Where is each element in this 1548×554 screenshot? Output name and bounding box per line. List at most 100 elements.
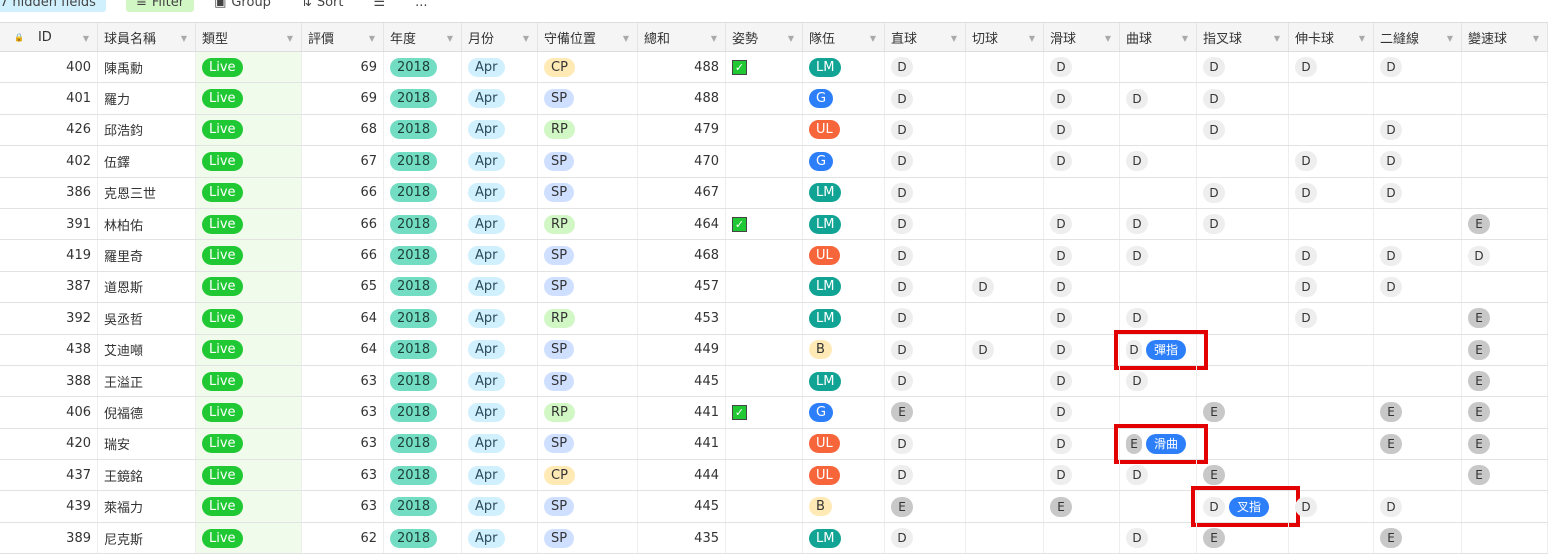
cell[interactable]: D <box>1120 146 1197 177</box>
cell[interactable]: D <box>1120 460 1197 491</box>
cell[interactable] <box>1462 83 1548 114</box>
cell[interactable]: 63 <box>302 460 384 491</box>
cell[interactable]: 488 <box>638 83 726 114</box>
cell[interactable]: Live <box>196 460 302 491</box>
cell[interactable]: D <box>1374 240 1462 271</box>
cell[interactable]: D <box>1044 146 1120 177</box>
cell[interactable] <box>1462 52 1548 83</box>
cell[interactable]: D <box>885 428 966 460</box>
table-row[interactable]: 400 陳禹勳 Live 69 2018 Apr CP 488 ✓ LM D D D D D <box>0 52 1548 84</box>
cell[interactable]: D <box>1289 491 1374 522</box>
chevron-down-icon[interactable]: ▼ <box>1532 34 1539 43</box>
cell[interactable]: D <box>1120 208 1197 240</box>
cell[interactable] <box>726 491 803 522</box>
cell[interactable] <box>1462 491 1548 522</box>
cell[interactable]: 467 <box>638 177 726 208</box>
cell[interactable]: 457 <box>638 271 726 303</box>
cell[interactable]: ✓ <box>726 52 803 83</box>
cell[interactable]: D <box>1289 240 1374 271</box>
cell[interactable]: 2018 <box>384 208 462 240</box>
cell[interactable]: 392 <box>0 303 98 334</box>
chevron-down-icon[interactable]: ▼ <box>286 34 293 43</box>
cell[interactable]: LM <box>803 52 885 83</box>
cell[interactable]: RP <box>538 208 638 240</box>
cell[interactable]: 401 <box>0 83 98 114</box>
cell[interactable]: E 滑曲 <box>1114 423 1208 465</box>
cell[interactable] <box>1197 271 1289 303</box>
table-row[interactable]: 392 吳丞哲 Live 64 2018 Apr RP 453 LM D D D D E <box>0 303 1548 335</box>
cell[interactable]: Live <box>196 114 302 146</box>
cell[interactable] <box>726 114 803 146</box>
table-row[interactable]: 419 羅里奇 Live 66 2018 Apr SP 468 UL D D D D D D <box>0 240 1548 272</box>
cell[interactable]: Live <box>196 365 302 397</box>
cell[interactable]: Apr <box>462 303 538 334</box>
cell[interactable]: UL <box>803 114 885 146</box>
cell[interactable]: 克恩三世 <box>98 177 196 208</box>
cell[interactable]: UL <box>803 428 885 460</box>
cell[interactable]: D <box>885 208 966 240</box>
cell[interactable] <box>1120 52 1197 83</box>
cell[interactable] <box>1197 365 1289 397</box>
checkbox-checked[interactable]: ✓ <box>732 216 747 232</box>
cell[interactable]: LM <box>803 303 885 334</box>
cell[interactable]: 尼克斯 <box>98 522 196 554</box>
cell[interactable]: E <box>1044 491 1120 522</box>
column-header[interactable]: 指叉球 ▼ <box>1197 23 1289 51</box>
cell[interactable] <box>966 83 1044 114</box>
cell[interactable] <box>1462 146 1548 177</box>
sort-button[interactable]: ⇅ Sort <box>291 0 354 12</box>
cell[interactable]: E <box>1462 365 1548 397</box>
cell[interactable] <box>726 177 803 208</box>
cell[interactable] <box>1044 177 1120 208</box>
table-row[interactable]: 386 克恩三世 Live 66 2018 Apr SP 467 LM D D D D <box>0 177 1548 209</box>
cell[interactable] <box>966 491 1044 522</box>
cell[interactable]: 419 <box>0 240 98 271</box>
cell[interactable]: 67 <box>302 146 384 177</box>
cell[interactable]: 488 <box>638 52 726 83</box>
more-button[interactable]: ... <box>405 0 437 12</box>
cell[interactable]: 2018 <box>384 177 462 208</box>
cell[interactable] <box>726 83 803 114</box>
table-row[interactable]: 437 王鏡銘 Live 63 2018 Apr CP 444 UL D D D E E <box>0 460 1548 492</box>
cell[interactable]: 62 <box>302 522 384 554</box>
cell[interactable]: E <box>1197 522 1289 554</box>
cell[interactable]: 69 <box>302 83 384 114</box>
cell[interactable]: Apr <box>462 52 538 83</box>
cell[interactable]: D <box>885 146 966 177</box>
column-header[interactable]: 守備位置 ▼ <box>538 23 638 51</box>
table-row[interactable]: 439 萊福力 Live 63 2018 Apr SP 445 B E E D 叉指 D D <box>0 486 1548 527</box>
cell[interactable]: 426 <box>0 114 98 146</box>
cell[interactable]: 邱浩鈞 <box>98 114 196 146</box>
chevron-down-icon[interactable]: ▼ <box>82 34 89 43</box>
cell[interactable]: Apr <box>462 83 538 114</box>
cell[interactable] <box>1289 83 1374 114</box>
column-header[interactable]: 月份 ▼ <box>462 23 538 51</box>
cell[interactable] <box>726 146 803 177</box>
table-row[interactable]: 426 邱浩鈞 Live 68 2018 Apr RP 479 UL D D D D <box>0 114 1548 147</box>
cell[interactable] <box>1289 208 1374 240</box>
cell[interactable]: 464 <box>638 208 726 240</box>
cell[interactable]: D <box>966 334 1044 365</box>
cell[interactable] <box>966 208 1044 240</box>
cell[interactable]: D <box>885 303 966 334</box>
hidden-fields-button[interactable]: 7 hidden fields <box>0 0 106 12</box>
cell[interactable] <box>726 240 803 271</box>
cell[interactable] <box>726 303 803 334</box>
cell[interactable]: 2018 <box>384 365 462 397</box>
cell[interactable]: Live <box>196 522 302 554</box>
cell[interactable]: ✓ <box>726 397 803 428</box>
column-header[interactable]: 二縫線 ▼ <box>1374 23 1462 51</box>
cell[interactable]: 66 <box>302 177 384 208</box>
cell[interactable]: 2018 <box>384 146 462 177</box>
column-header[interactable]: 切球 ▼ <box>966 23 1044 51</box>
table-row[interactable]: 388 王溢正 Live 63 2018 Apr SP 445 LM D D D E <box>0 365 1548 398</box>
cell[interactable] <box>966 146 1044 177</box>
group-button[interactable]: ▣ Group <box>204 0 281 12</box>
cell[interactable]: SP <box>538 365 638 397</box>
cell[interactable]: D <box>885 522 966 554</box>
cell[interactable]: 420 <box>0 428 98 460</box>
cell[interactable]: D <box>885 83 966 114</box>
cell[interactable]: 449 <box>638 334 726 365</box>
cell[interactable]: Live <box>196 146 302 177</box>
chevron-down-icon[interactable]: ▼ <box>1446 34 1453 43</box>
